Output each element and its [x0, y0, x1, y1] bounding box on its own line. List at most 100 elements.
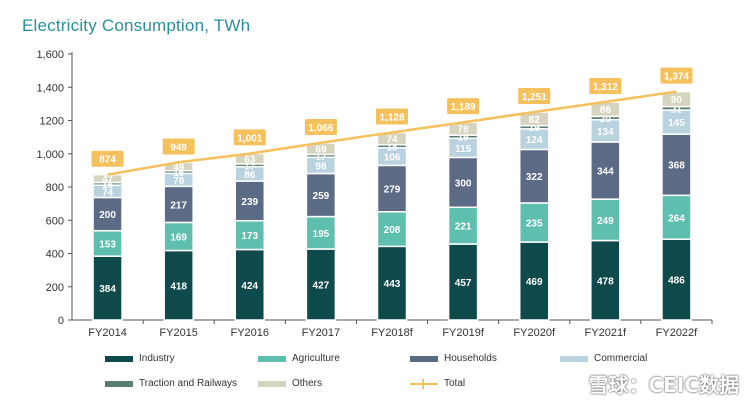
watermark: 雪球：CEIC数据	[588, 373, 739, 397]
total-label-box	[660, 67, 693, 84]
data-label: 106	[384, 153, 401, 164]
data-label: 86	[244, 170, 256, 181]
data-label: 478	[597, 276, 614, 287]
data-label: 457	[455, 278, 472, 289]
y-tick-label: 200	[46, 282, 64, 294]
total-label-box	[447, 98, 480, 115]
bar-segment-households	[163, 185, 194, 224]
total-label: 1,128	[379, 112, 404, 123]
total-label-box	[233, 129, 266, 146]
legend-label-total: Total	[444, 378, 466, 389]
data-label: 63	[244, 155, 256, 166]
data-label: 173	[241, 231, 258, 242]
data-label: 239	[241, 197, 258, 208]
legend-label-agriculture: Agriculture	[292, 353, 340, 364]
bar-segment-agriculture	[92, 229, 123, 257]
data-label: 427	[313, 281, 330, 292]
legend-swatch-traction	[105, 380, 133, 387]
y-tick-label: 1,400	[36, 82, 64, 94]
x-tick-label: FY2017	[302, 327, 341, 339]
data-label: 69	[315, 145, 327, 156]
legend-swatch-households	[410, 355, 438, 362]
total-label-box	[589, 78, 622, 95]
bar-segment-households	[590, 141, 621, 200]
total-label-box	[304, 118, 337, 135]
y-tick-label: 1,000	[36, 149, 64, 161]
data-label: 279	[384, 185, 401, 196]
data-label: 153	[99, 239, 116, 250]
bar-segment-commercial	[661, 109, 692, 135]
total-label: 1,066	[308, 123, 333, 134]
data-label: 217	[170, 200, 187, 211]
data-label: 115	[455, 144, 472, 155]
total-label-box	[376, 108, 408, 125]
legend-swatch-commercial	[560, 355, 588, 362]
y-tick-label: 1,600	[36, 49, 64, 61]
data-label: 486	[668, 276, 685, 287]
data-label: 124	[526, 135, 543, 146]
legend-industry: Industry	[105, 353, 175, 364]
x-tick-label: FY2016	[231, 327, 270, 339]
legend-total: Total	[410, 378, 465, 389]
total-label: 949	[170, 143, 187, 154]
bar-segment-industry	[163, 249, 194, 321]
data-label: 98	[315, 161, 327, 172]
data-label: 300	[455, 178, 472, 189]
data-label: 74	[102, 187, 114, 198]
data-label: 82	[529, 115, 541, 126]
bar-segment-agriculture	[447, 206, 479, 245]
data-label: 200	[99, 210, 116, 221]
data-label: 169	[170, 232, 187, 243]
bar-segment-households	[234, 180, 266, 222]
total-label-box	[518, 88, 551, 105]
data-label: 17	[315, 152, 327, 163]
total-label: 874	[99, 155, 116, 166]
data-label: 78	[458, 125, 470, 136]
data-label: 469	[526, 277, 543, 288]
bar-segment-agriculture	[590, 198, 621, 242]
y-tick-label: 400	[46, 249, 64, 261]
data-label: 49	[173, 163, 185, 174]
data-label: 17	[244, 161, 256, 172]
total-label-box	[91, 150, 124, 167]
legend-swatch-industry	[105, 355, 133, 362]
data-label: 20	[600, 114, 612, 125]
data-label: 195	[313, 229, 330, 240]
data-label: 424	[241, 281, 258, 292]
y-tick-label: 600	[46, 215, 64, 227]
bar-segment-agriculture	[518, 202, 550, 243]
total-line	[107, 90, 677, 176]
data-label: 16	[102, 180, 114, 191]
legend-label-industry: Industry	[139, 353, 175, 364]
x-tick-label: FY2022f	[656, 327, 699, 339]
data-label: 86	[600, 105, 612, 116]
data-label: 19	[458, 133, 470, 144]
legend-label-commercial: Commercial	[594, 353, 648, 364]
total-label: 1,374	[664, 72, 689, 83]
x-tick-label: FY2018f	[371, 327, 414, 339]
bar-segment-agriculture	[661, 194, 692, 240]
x-tick-label: FY2021f	[585, 327, 628, 339]
legend-traction-and-railways: Traction and Railways	[105, 378, 237, 389]
data-label: 249	[597, 216, 614, 227]
total-label: 1,251	[522, 92, 547, 103]
total-label: 1,001	[237, 133, 262, 144]
data-label: 208	[384, 225, 401, 236]
y-tick-label: 0	[58, 315, 64, 327]
bar-segment-industry	[92, 255, 123, 321]
bar-segment-agriculture	[305, 215, 337, 250]
data-label: 90	[671, 95, 683, 106]
data-label: 235	[526, 218, 543, 229]
bar-segment-households	[518, 148, 550, 204]
legend-label-households: Households	[444, 353, 497, 364]
total-label: 1,312	[593, 82, 618, 93]
legend-commercial: Commercial	[560, 353, 647, 364]
data-label: 259	[313, 191, 330, 202]
data-label: 47	[102, 175, 114, 186]
legend-others: Others	[258, 378, 322, 389]
bar-segment-industry	[590, 239, 621, 321]
data-label: 16	[173, 168, 185, 179]
x-tick-label: FY2020f	[513, 327, 556, 339]
legend-swatch-agriculture	[258, 355, 286, 362]
